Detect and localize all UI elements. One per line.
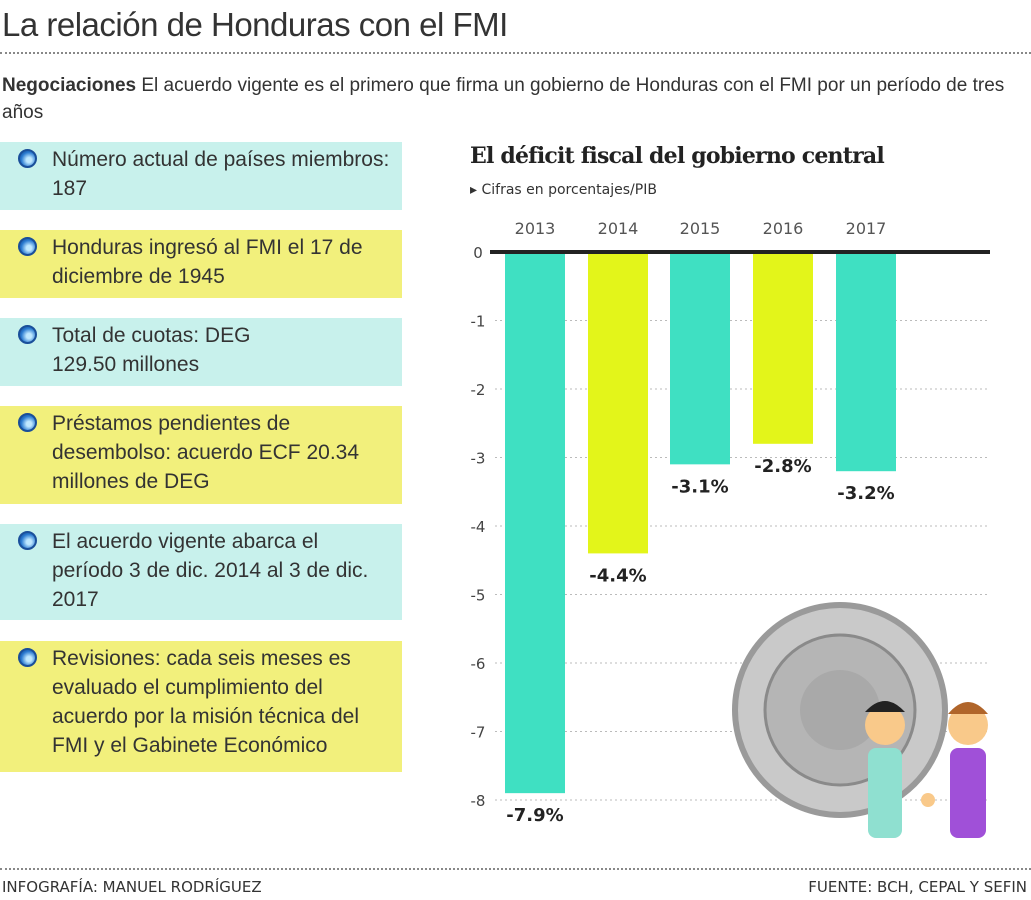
bullet-icon xyxy=(18,531,37,550)
bullet-icon xyxy=(18,648,37,667)
fact-box: El acuerdo vigente abarca el período 3 d… xyxy=(0,524,402,620)
fact-text: Préstamos pendientes de desembolso: acue… xyxy=(52,412,360,493)
y-tick-label: -2 xyxy=(471,381,486,399)
chart-title: El déficit fiscal del gobierno central xyxy=(470,143,885,169)
handshake-people-icon xyxy=(865,701,988,838)
x-tick-label: 2013 xyxy=(515,219,556,238)
fact-box: Revisiones: cada seis meses es evaluado … xyxy=(0,641,402,772)
fact-box: Préstamos pendientes de desembolso: acue… xyxy=(0,406,402,504)
imf-coin-illustration xyxy=(732,602,988,838)
y-tick-label: 0 xyxy=(473,244,483,262)
bar-2014 xyxy=(588,252,648,554)
data-label: -3.2% xyxy=(837,483,894,504)
fact-text: Revisiones: cada seis meses es evaluado … xyxy=(52,647,360,757)
chart-subtitle-text: Cifras en porcentajes/PIB xyxy=(481,182,657,198)
y-tick-label: -8 xyxy=(471,792,486,810)
fact-box: Honduras ingresó al FMI el 17 de diciemb… xyxy=(0,230,402,298)
y-tick-label: -1 xyxy=(471,313,486,331)
bar-2017 xyxy=(836,252,896,472)
data-label: -7.9% xyxy=(506,805,563,826)
bullet-icon xyxy=(18,325,37,344)
bar-2013 xyxy=(505,252,565,794)
y-tick-label: -4 xyxy=(471,518,486,536)
footer-divider xyxy=(0,868,1031,870)
bullet-icon xyxy=(18,149,37,168)
intro-text: Negociaciones El acuerdo vigente es el p… xyxy=(2,72,1027,126)
fact-box: Total de cuotas: DEG 129.50 millones xyxy=(0,318,402,386)
credit: INFOGRAFÍA: MANUEL RODRÍGUEZ xyxy=(2,878,262,896)
y-tick-label: -7 xyxy=(471,724,486,742)
bullet-icon xyxy=(18,413,37,432)
data-label: -3.1% xyxy=(671,476,728,497)
x-tick-label: 2014 xyxy=(598,219,639,238)
page-title: La relación de Honduras con el FMI xyxy=(2,6,508,43)
chart-subtitle: ▸ Cifras en porcentajes/PIB xyxy=(470,182,657,198)
x-tick-label: 2016 xyxy=(763,219,804,238)
divider xyxy=(0,52,1031,54)
source: FUENTE: BCH, CEPAL Y SEFIN xyxy=(808,878,1027,896)
fact-box: Número actual de países miembros: 187 xyxy=(0,142,402,210)
x-tick-label: 2015 xyxy=(680,219,721,238)
bullet-icon xyxy=(18,237,37,256)
data-label: -2.8% xyxy=(754,456,811,477)
fact-text: El acuerdo vigente abarca el período 3 d… xyxy=(52,530,369,611)
fact-text: Número actual de países miembros: 187 xyxy=(52,148,390,200)
fact-text: Total de cuotas: DEG 129.50 millones xyxy=(52,324,251,376)
data-label: -4.4% xyxy=(589,565,646,586)
x-tick-label: 2017 xyxy=(846,219,887,238)
fact-text: Honduras ingresó al FMI el 17 de diciemb… xyxy=(52,236,363,288)
intro-lead: Negociaciones xyxy=(2,75,137,96)
y-tick-label: -6 xyxy=(471,655,486,673)
bar-2016 xyxy=(753,252,813,444)
intro-body: El acuerdo vigente es el primero que fir… xyxy=(2,75,1005,123)
y-tick-label: -3 xyxy=(471,450,486,468)
y-tick-label: -5 xyxy=(471,587,486,605)
bar-2015 xyxy=(670,252,730,465)
